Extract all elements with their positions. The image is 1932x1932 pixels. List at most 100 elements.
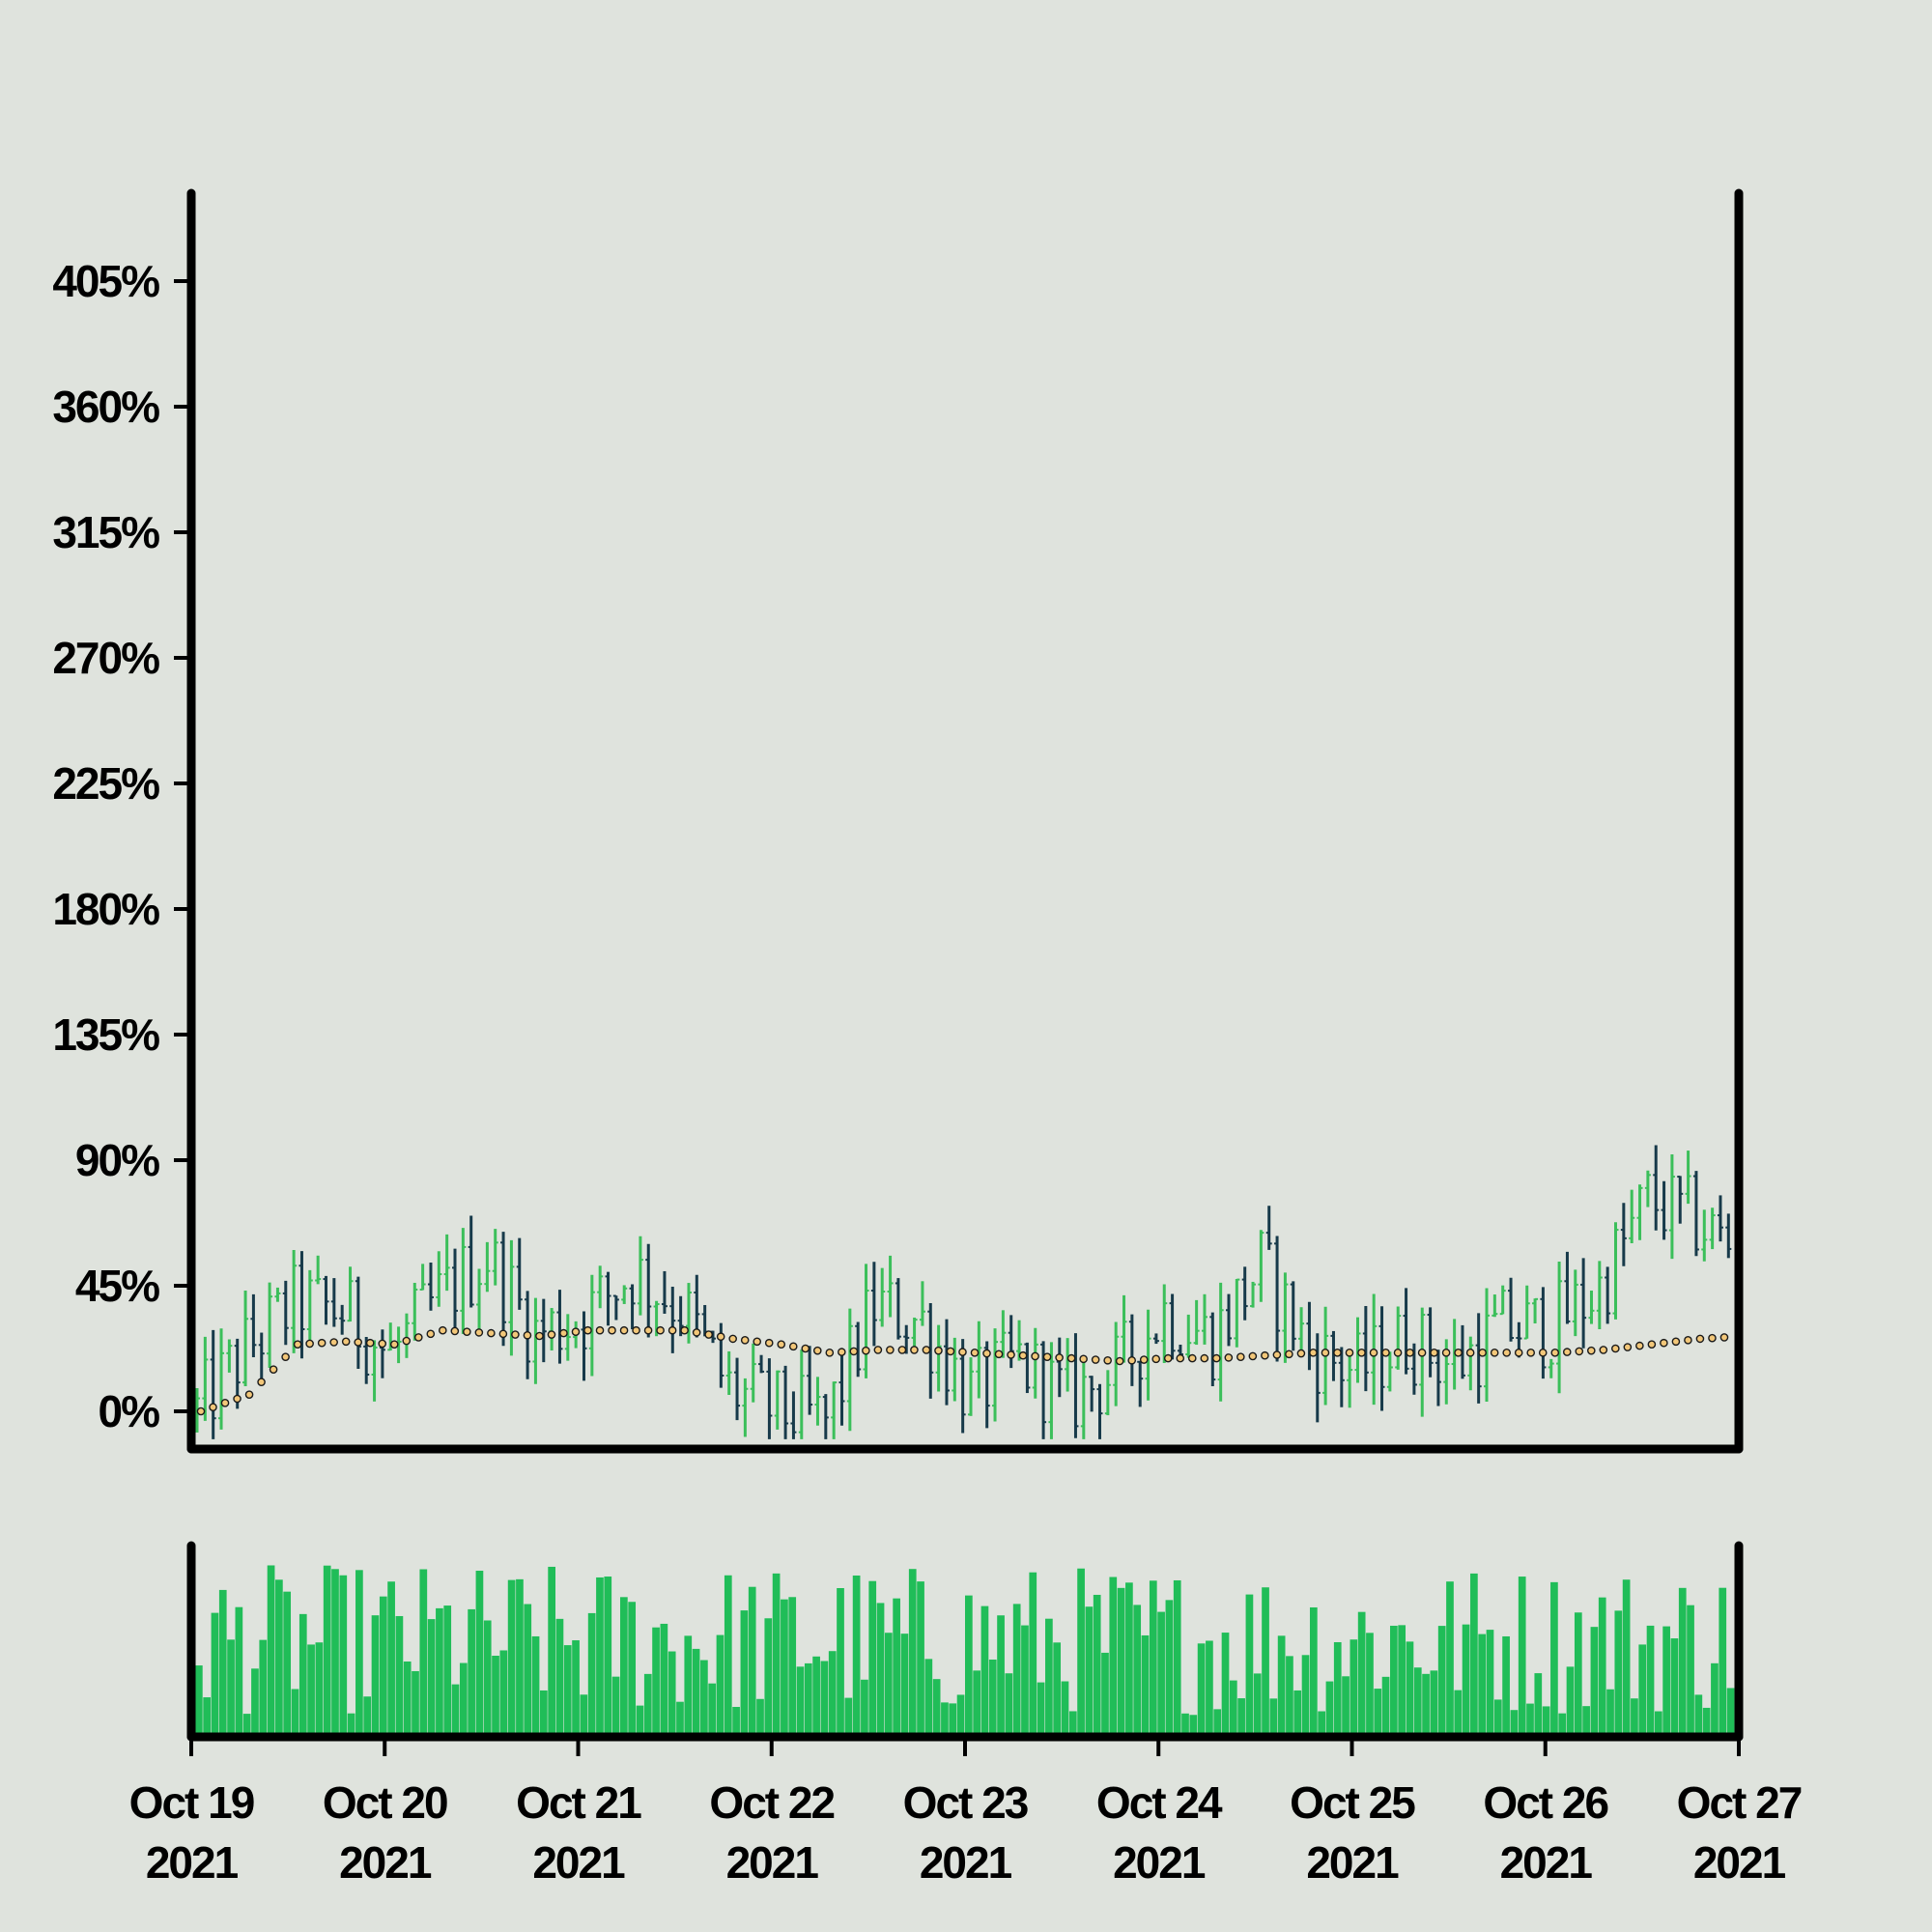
ohlc-bar (347, 1266, 354, 1322)
volume-bar (1181, 1713, 1189, 1733)
volume-bar (355, 1570, 363, 1733)
ohlc-bar (1065, 1338, 1071, 1392)
volume-bar (436, 1607, 443, 1733)
ma-point (838, 1348, 846, 1356)
ohlc-bar (1644, 1170, 1651, 1208)
ohlc-bar (1161, 1284, 1168, 1364)
ohlc-bar (1169, 1293, 1176, 1360)
ma-point (825, 1349, 835, 1357)
ohlc-bar (1234, 1278, 1240, 1348)
volume-bar (587, 1612, 596, 1733)
ohlc-bar (291, 1250, 298, 1353)
ma-point (1623, 1343, 1633, 1351)
ohlc-bar (612, 1294, 619, 1321)
volume-bar (1229, 1680, 1237, 1733)
volume-bar (1021, 1625, 1029, 1733)
ma-point (1139, 1355, 1149, 1364)
x-tick-label-date: Oct 25 (1290, 1777, 1415, 1828)
ohlc-bar (895, 1278, 901, 1340)
volume-bar (1702, 1707, 1711, 1733)
volume-bar (1711, 1662, 1719, 1733)
ma-point (692, 1328, 701, 1337)
ma-point (1369, 1349, 1378, 1357)
volume-bar (1350, 1639, 1358, 1733)
volume-bar (1109, 1577, 1118, 1733)
ohlc-bar (1467, 1336, 1474, 1391)
volume-bar (676, 1701, 684, 1733)
volume-bar (211, 1612, 219, 1733)
volume-bar (997, 1615, 1005, 1733)
ohlc-bar (588, 1274, 595, 1377)
volume-bar (1012, 1604, 1021, 1733)
ohlc-bar (516, 1237, 523, 1310)
volume-bar (1670, 1638, 1679, 1733)
volume-bar (596, 1577, 604, 1733)
ohlc-bar (911, 1317, 918, 1350)
ma-point (1406, 1349, 1414, 1357)
volume-bar (1197, 1643, 1206, 1733)
ohlc-bar (1362, 1305, 1369, 1392)
volume-bar (1262, 1587, 1269, 1733)
ohlc-bar (1395, 1306, 1402, 1370)
ma-point (209, 1403, 217, 1411)
ohlc-bar (798, 1350, 805, 1439)
ohlc-bar (403, 1313, 410, 1358)
volume-bar (1085, 1606, 1094, 1733)
volume-bar (1141, 1634, 1150, 1733)
ma-point (1224, 1353, 1234, 1362)
volume-bar (748, 1586, 756, 1733)
ma-point (1055, 1353, 1064, 1362)
volume-bar (932, 1679, 941, 1733)
volume-bar (563, 1645, 572, 1733)
ohlc-bar (1226, 1293, 1232, 1347)
volume-bar (555, 1618, 564, 1733)
volume-bar (1406, 1641, 1414, 1733)
volume-bar (1582, 1706, 1590, 1733)
volume-bar (917, 1581, 924, 1733)
volume-bar (291, 1689, 299, 1733)
volume-bar (1029, 1572, 1037, 1733)
volume-bar (1309, 1606, 1318, 1733)
ma-point (426, 1329, 436, 1339)
x-tick-label-year: 2021 (1500, 1837, 1593, 1888)
volume-bar (548, 1566, 555, 1733)
ma-point (812, 1346, 822, 1355)
x-tick-label-year: 2021 (726, 1837, 819, 1888)
ohlc-bar (1089, 1376, 1095, 1412)
volume-bar (893, 1598, 900, 1733)
ohlc-bar (1032, 1327, 1038, 1399)
volume-bar (1173, 1579, 1181, 1733)
ma-point (354, 1338, 363, 1347)
ohlc-bar (282, 1280, 289, 1346)
y-tick-label: 180% (52, 884, 159, 934)
ohlc-bar (1668, 1154, 1675, 1260)
ma-point (1079, 1354, 1088, 1364)
ma-point (753, 1337, 762, 1347)
ma-point (680, 1325, 689, 1335)
ma-point (656, 1325, 665, 1335)
volume-bar (227, 1639, 235, 1733)
volume-bar (708, 1683, 717, 1733)
ohlc-bar (1024, 1342, 1031, 1394)
volume-bar (1614, 1610, 1623, 1733)
ma-point (1248, 1351, 1258, 1361)
volume-bar (1662, 1626, 1670, 1733)
ma-point (1660, 1338, 1668, 1348)
ohlc-bar (1282, 1272, 1289, 1363)
ohlc-bar (1265, 1206, 1272, 1250)
ohlc-bar (814, 1377, 821, 1426)
ma-point (450, 1326, 460, 1336)
ohlc-bar (1540, 1287, 1547, 1379)
volume-bar (1253, 1673, 1262, 1733)
ohlc-bar (581, 1311, 587, 1381)
ohlc-bar (831, 1381, 838, 1439)
volume-bar (483, 1620, 492, 1733)
ohlc-bar (532, 1297, 539, 1384)
volume-bar (756, 1698, 764, 1733)
ohlc-bar (1056, 1337, 1063, 1398)
ma-point (873, 1346, 883, 1354)
ohlc-bar (379, 1329, 385, 1378)
ma-point (571, 1327, 581, 1336)
ma-point (897, 1346, 907, 1354)
ma-point (1708, 1333, 1717, 1343)
